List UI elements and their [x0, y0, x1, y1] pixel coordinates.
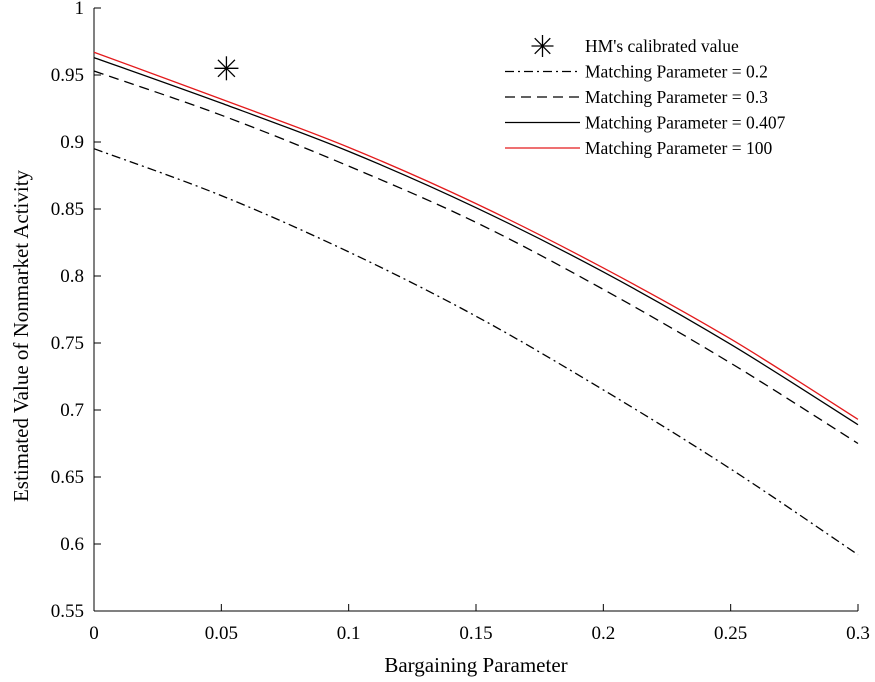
x-tick-label: 0.1 — [337, 623, 361, 644]
calibrated-marker — [214, 56, 239, 81]
x-tick-label: 0.2 — [591, 623, 615, 644]
legend-marker-symbol — [531, 35, 554, 57]
x-tick-label: 0.3 — [846, 623, 870, 644]
x-axis-title: Bargaining Parameter — [384, 653, 567, 677]
x-tick-label: 0 — [89, 623, 99, 644]
y-tick-label: 0.85 — [51, 199, 84, 220]
legend-label-3: Matching Parameter = 0.407 — [585, 113, 786, 133]
asterisk-stroke — [217, 59, 236, 78]
asterisk-stroke — [534, 37, 551, 55]
y-tick-label: 0.9 — [60, 132, 84, 153]
series-line-2 — [93, 70, 859, 445]
x-tick-label: 0.25 — [714, 623, 747, 644]
series-line-4 — [93, 51, 859, 420]
series-line-3 — [93, 56, 859, 426]
y-axis-title: Estimated Value of Nonmarket Activity — [9, 169, 33, 502]
y-tick-label: 0.6 — [60, 534, 84, 555]
x-tick-label: 0.05 — [205, 623, 238, 644]
y-tick-label: 0.55 — [51, 601, 84, 622]
y-tick-label: 0.75 — [51, 333, 84, 354]
y-tick-label: 1 — [75, 0, 85, 19]
x-tick-labels: 0 0.05 0.1 0.15 0.2 0.25 0.3 — [89, 623, 870, 644]
legend-label-marker: HM's calibrated value — [585, 36, 739, 56]
y-tick-label: 0.95 — [51, 65, 84, 86]
x-tick-label: 0.15 — [459, 623, 492, 644]
series-line-1 — [93, 148, 859, 556]
legend-label-1: Matching Parameter = 0.2 — [585, 62, 768, 82]
legend: HM's calibrated value Matching Parameter … — [505, 35, 786, 158]
y-tick-label: 0.65 — [51, 467, 84, 488]
y-tick-label: 0.8 — [60, 266, 84, 287]
calibrated-value-point — [214, 56, 239, 81]
y-tick-label: 0.7 — [60, 400, 84, 421]
y-tick-labels: 0.55 0.6 0.65 0.7 0.75 0.8 0.85 0.9 0.95 1 — [51, 0, 84, 622]
legend-label-4: Matching Parameter = 100 — [585, 138, 772, 158]
legend-label-2: Matching Parameter = 0.3 — [585, 87, 768, 107]
series-lines — [93, 51, 859, 556]
axes — [93, 7, 859, 612]
